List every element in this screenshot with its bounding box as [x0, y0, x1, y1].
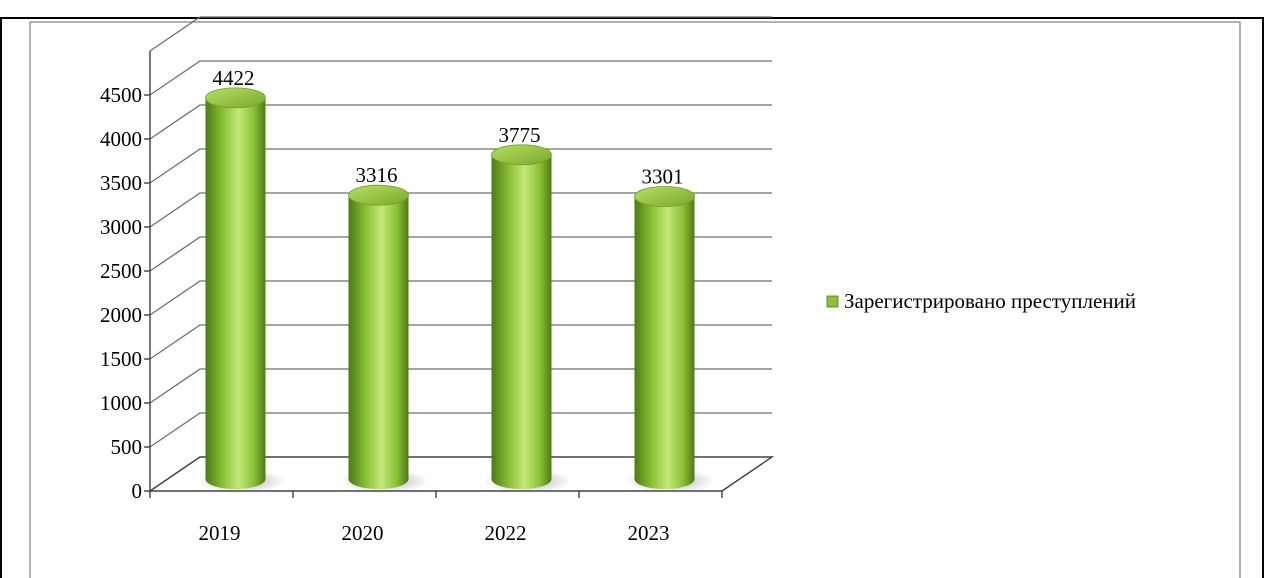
y-tick-label: 2500	[100, 259, 142, 283]
y-tick-label: 1500	[100, 347, 142, 371]
y-tick-label: 3500	[100, 171, 142, 195]
gridline	[149, 236, 772, 272]
bar	[491, 154, 552, 490]
gridline	[149, 148, 772, 184]
data-label: 4422	[213, 66, 255, 90]
bar-top	[348, 184, 409, 206]
gridline	[149, 324, 772, 360]
data-label: 3775	[499, 123, 541, 147]
gridline	[149, 368, 772, 404]
x-tick-label: 2020	[342, 521, 384, 545]
legend-label: Зарегистрировано преступлений	[844, 289, 1136, 313]
bar-top	[634, 186, 695, 207]
bar	[205, 97, 266, 489]
gridline	[149, 412, 772, 448]
y-tick-label: 4000	[100, 127, 142, 151]
bar-top	[205, 87, 266, 109]
gridline	[149, 16, 772, 52]
grid	[149, 16, 772, 448]
legend: Зарегистрировано преступлений	[826, 289, 1136, 313]
data-label: 3301	[642, 165, 684, 189]
bars	[197, 87, 715, 493]
gridline	[149, 192, 772, 228]
bar	[348, 195, 409, 489]
bar-top	[491, 144, 552, 166]
page-border	[0, 17, 1264, 578]
y-tick-label: 4500	[100, 83, 142, 107]
chart-border	[29, 21, 1241, 578]
y-tick-label: 0	[132, 479, 143, 503]
gridline	[149, 60, 772, 96]
gridline	[149, 280, 772, 316]
legend-swatch	[826, 295, 839, 308]
labels: 0 500 1000 1500 2000 2500 3000 3500 4000 4500 4422…	[100, 66, 684, 545]
y-tick-label: 1000	[100, 391, 142, 415]
bar	[634, 196, 695, 489]
y-tick-label: 500	[111, 435, 143, 459]
x-tick-label: 2019	[199, 521, 241, 545]
x-tick-label: 2023	[628, 521, 670, 545]
x-tick-label: 2022	[485, 521, 527, 545]
gridline	[149, 104, 772, 140]
y-tick-label: 3000	[100, 215, 142, 239]
data-label: 3316	[356, 163, 398, 187]
y-tick-label: 2000	[100, 303, 142, 327]
